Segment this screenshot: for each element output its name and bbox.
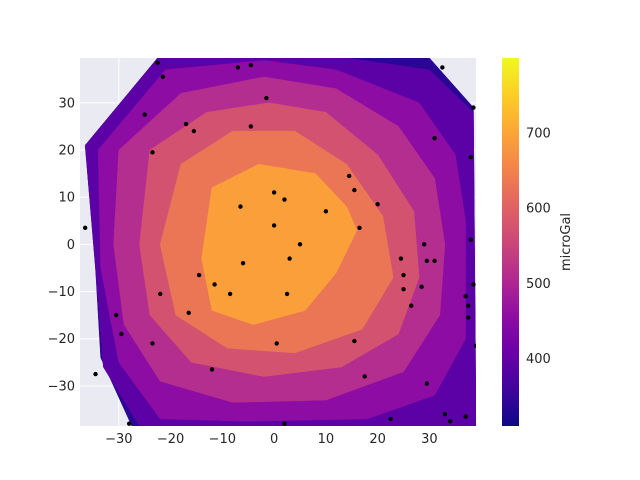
contour-band: [201, 163, 358, 325]
x-tick-label: 30: [421, 432, 438, 447]
y-tick-label: −30: [48, 379, 75, 394]
station-point: [357, 225, 362, 231]
station-point: [346, 173, 352, 179]
y-tick-label: 30: [58, 96, 75, 111]
station-point: [248, 62, 254, 68]
station-point: [287, 256, 292, 261]
station-point: [424, 258, 430, 264]
station-point: [323, 209, 329, 214]
station-point: [422, 242, 427, 247]
station-point: [235, 65, 241, 70]
station-point: [401, 272, 406, 278]
y-axis-ticks: −30 −20 −10 0 10 20 30: [48, 96, 75, 394]
station-point: [401, 286, 406, 292]
station-point: [142, 112, 147, 117]
station-point: [388, 416, 393, 422]
station-point: [352, 338, 357, 344]
station-point: [471, 105, 476, 110]
station-point: [409, 303, 414, 308]
station-point: [238, 204, 243, 209]
station-point: [468, 237, 474, 242]
colorbar-tick-label: 400: [526, 352, 551, 367]
colorbar-ticks: 400 500 600 700: [526, 127, 551, 367]
station-point: [466, 303, 471, 308]
station-point: [240, 261, 246, 266]
station-point: [468, 154, 474, 160]
station-point: [362, 374, 367, 379]
station-points: [82, 60, 476, 426]
y-tick-label: −10: [48, 285, 75, 300]
station-point: [119, 331, 124, 337]
station-point: [209, 367, 215, 372]
station-point: [264, 95, 269, 101]
station-point: [150, 150, 155, 155]
station-point: [432, 258, 437, 264]
station-point: [463, 414, 468, 419]
plot-area: [80, 58, 476, 426]
station-point: [82, 225, 88, 231]
station-point: [227, 291, 233, 297]
colorbar-tick-label: 700: [526, 127, 551, 142]
station-point: [463, 294, 468, 299]
station-point: [155, 60, 160, 65]
station-point: [352, 187, 357, 193]
x-tick-label: −10: [209, 432, 236, 447]
station-point: [442, 412, 448, 417]
station-point: [271, 223, 277, 228]
station-point: [150, 341, 155, 346]
station-point: [447, 419, 453, 424]
y-tick-label: −20: [48, 332, 75, 347]
station-point: [398, 256, 404, 261]
x-tick-label: 10: [318, 432, 335, 447]
station-point: [282, 197, 287, 202]
station-point: [271, 190, 277, 195]
station-point: [466, 315, 471, 320]
station-point: [473, 343, 476, 348]
station-point: [282, 421, 287, 426]
station-point: [186, 310, 191, 315]
colorbar-gradient: [502, 58, 519, 426]
station-point: [284, 291, 290, 297]
station-point: [432, 136, 437, 141]
station-point: [191, 128, 197, 134]
station-point: [114, 312, 119, 318]
colorbar-label: microGal: [559, 213, 574, 271]
y-tick-label: 10: [58, 191, 75, 206]
x-tick-label: 20: [369, 432, 386, 447]
colorbar: 400 500 600 700 microGal: [502, 58, 574, 426]
station-point: [158, 291, 163, 297]
station-point: [212, 282, 217, 287]
station-point: [274, 341, 279, 346]
colorbar-tick-label: 500: [526, 277, 551, 292]
station-point: [375, 202, 380, 207]
station-point: [196, 272, 202, 278]
station-point: [440, 65, 445, 70]
station-point: [183, 121, 189, 127]
station-point: [297, 242, 303, 247]
station-point: [424, 381, 430, 386]
station-point: [419, 284, 424, 290]
y-tick-label: 20: [58, 144, 75, 159]
x-tick-label: −20: [157, 432, 184, 447]
station-point: [160, 74, 166, 80]
station-point: [471, 282, 476, 287]
x-tick-label: 0: [270, 432, 278, 447]
station-point: [126, 421, 132, 426]
station-point: [248, 124, 254, 129]
colorbar-tick-label: 600: [526, 202, 551, 217]
x-axis-ticks: −30 −20 −10 0 10 20 30: [105, 432, 438, 447]
station-point: [93, 371, 98, 377]
y-tick-label: 0: [67, 238, 75, 253]
x-tick-label: −30: [105, 432, 132, 447]
contour-fills: [84, 58, 476, 426]
